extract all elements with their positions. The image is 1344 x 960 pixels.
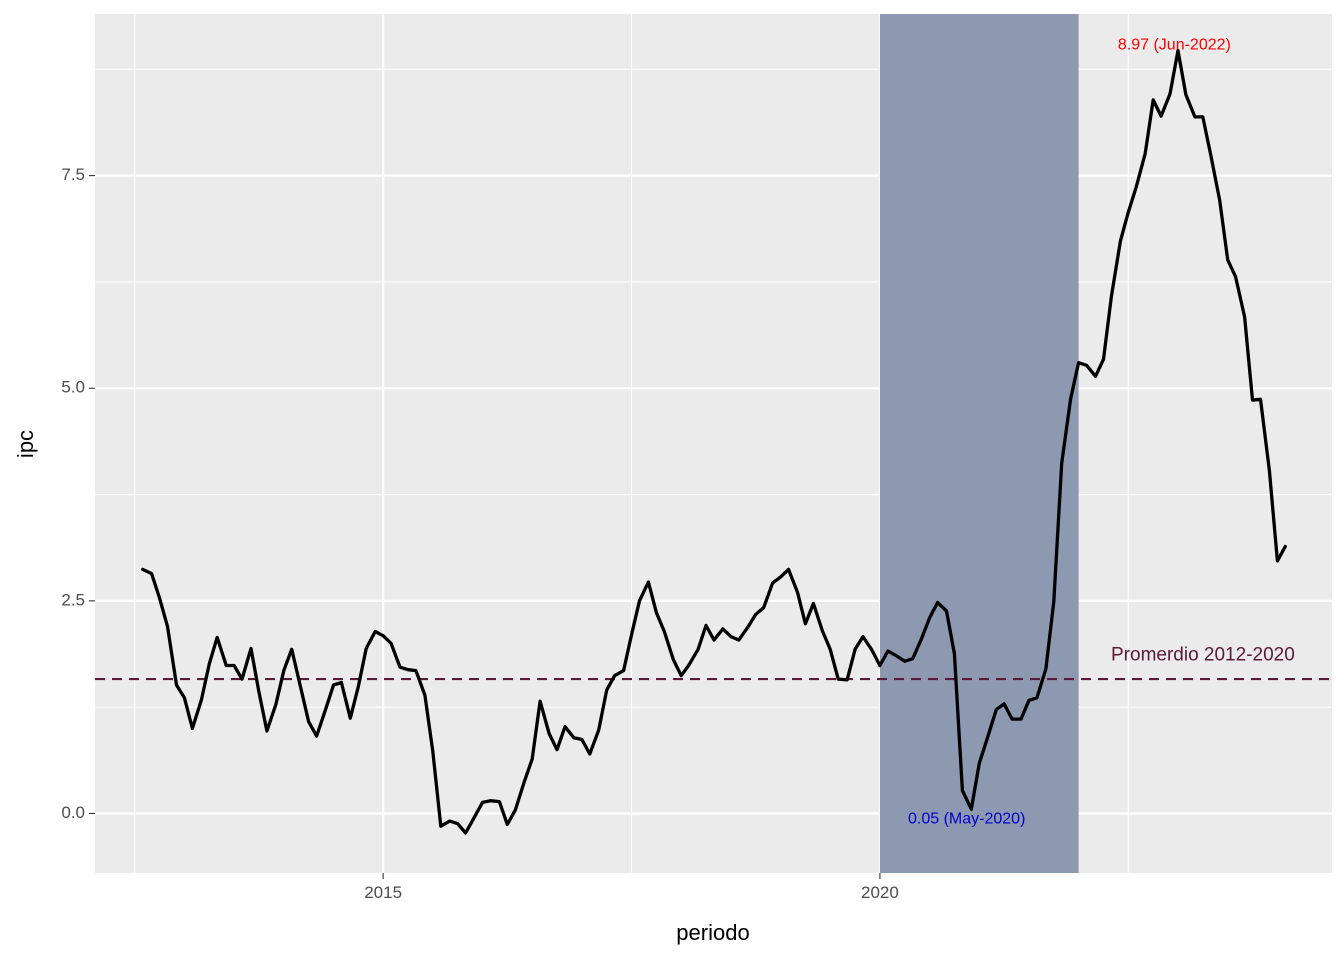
y-axis: 0.0 2.5 5.0 7.5 xyxy=(61,165,95,822)
x-tick-label: 2015 xyxy=(364,883,402,902)
y-tick-label: 0.0 xyxy=(61,803,85,822)
grid-major xyxy=(95,14,1332,873)
min-annotation-label: 0.05 (May-2020) xyxy=(908,811,1025,828)
y-tick-label: 2.5 xyxy=(61,590,85,609)
y-axis-title: ipc xyxy=(13,430,38,458)
mean-line-label: Promerdio 2012-2020 xyxy=(1111,644,1295,665)
series-line-ipc xyxy=(141,48,1287,835)
x-axis-title: periodo xyxy=(676,920,749,945)
plot-panel xyxy=(95,14,1332,873)
max-annotation-label: 8.97 (Jun-2022) xyxy=(1118,37,1231,54)
grid-minor xyxy=(95,14,1332,873)
shaded-region xyxy=(879,14,1079,873)
x-tick-label: 2020 xyxy=(861,883,899,902)
y-tick-label: 7.5 xyxy=(61,165,85,184)
x-axis: 2015 2020 xyxy=(364,873,899,902)
y-tick-label: 5.0 xyxy=(61,378,85,397)
